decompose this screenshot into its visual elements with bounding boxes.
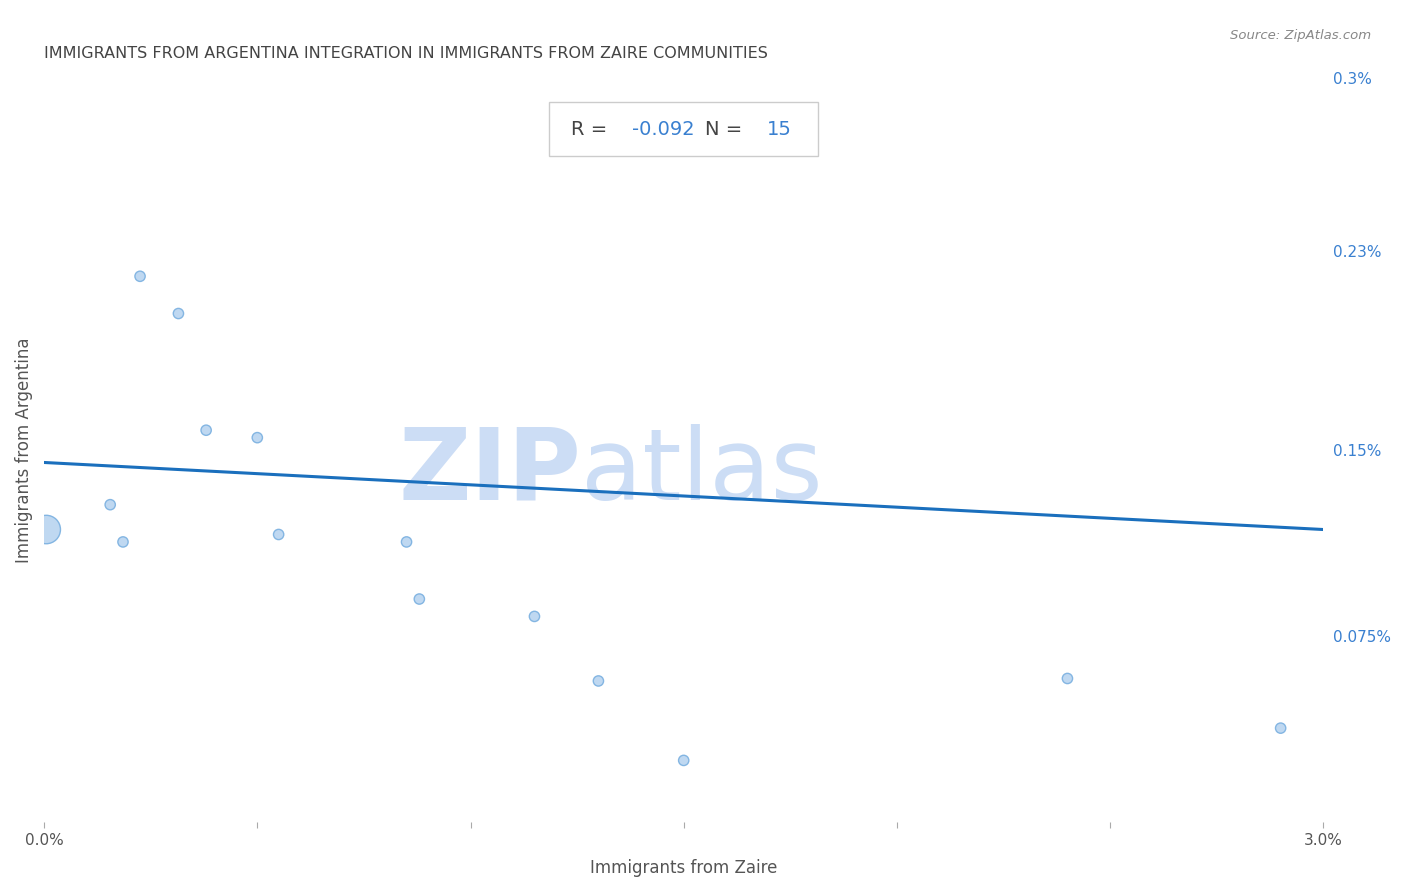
Point: [98, 498, 121, 512]
Point: [408, 592, 430, 607]
Text: 15: 15: [766, 120, 792, 138]
Point: [129, 269, 152, 284]
Point: [111, 535, 134, 549]
Point: [267, 527, 290, 541]
Point: [1056, 672, 1078, 686]
Point: [246, 431, 269, 445]
Text: Source: ZipAtlas.com: Source: ZipAtlas.com: [1230, 29, 1371, 43]
Text: IMMIGRANTS FROM ARGENTINA INTEGRATION IN IMMIGRANTS FROM ZAIRE COMMUNITIES: IMMIGRANTS FROM ARGENTINA INTEGRATION IN…: [44, 46, 768, 62]
Text: R =: R =: [571, 120, 613, 138]
Point: [523, 609, 546, 624]
Point: [588, 673, 610, 688]
Point: [195, 423, 218, 437]
Text: ZIP: ZIP: [398, 424, 581, 521]
Y-axis label: Immigrants from Argentina: Immigrants from Argentina: [15, 337, 32, 563]
Point: [672, 753, 695, 767]
Text: -0.092: -0.092: [633, 120, 695, 138]
Point: [35, 523, 58, 537]
Text: atlas: atlas: [581, 424, 823, 521]
Text: N =: N =: [706, 120, 748, 138]
X-axis label: Immigrants from Zaire: Immigrants from Zaire: [591, 859, 778, 877]
Point: [1270, 721, 1292, 735]
Point: [167, 306, 190, 320]
FancyBboxPatch shape: [550, 103, 818, 156]
Point: [395, 535, 418, 549]
